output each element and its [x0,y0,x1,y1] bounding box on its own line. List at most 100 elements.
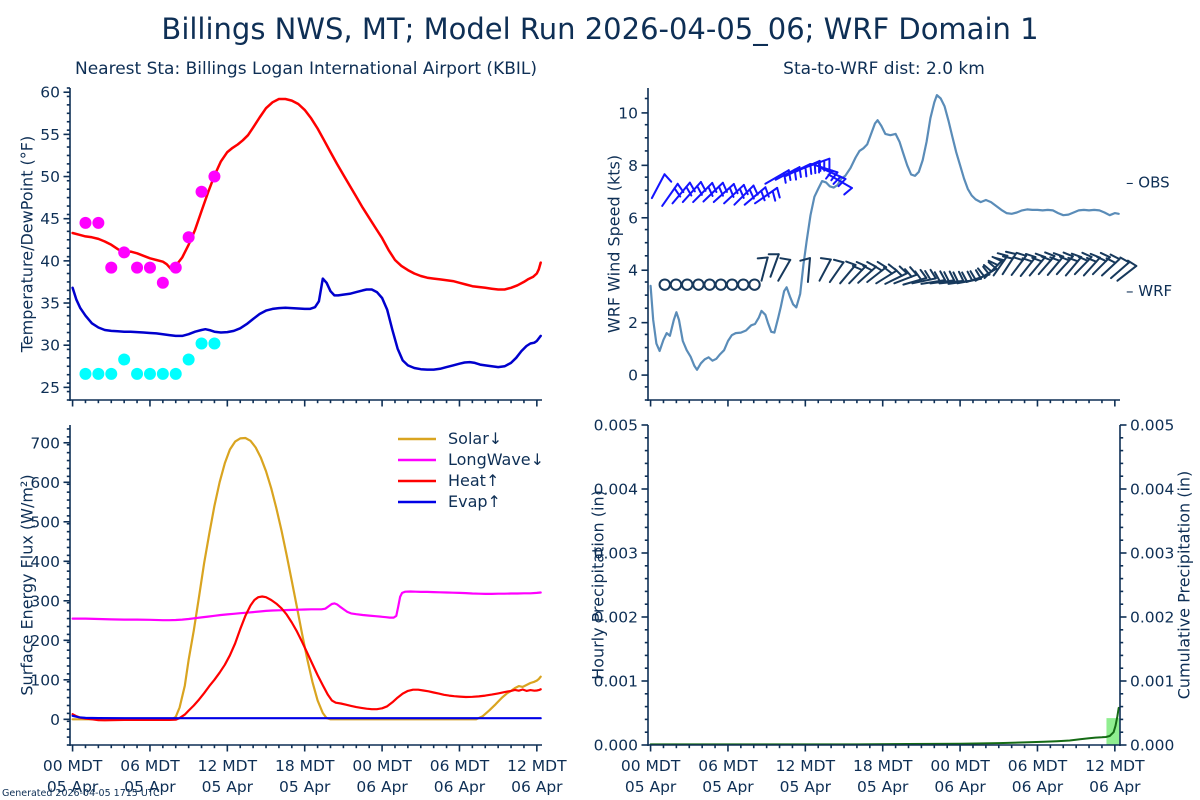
evap-flux-legend-label: Evap↑ [448,492,501,511]
obs-dewpoint-dot [143,367,156,380]
wrf-wind-barbs-feather [1021,257,1034,263]
wrf-wind-barbs-feather [898,265,908,275]
hourly-precip-y-axis-label: Hourly Precipitation (in) [588,490,608,680]
wrf-wind-barbs-staff [857,265,878,284]
wrf-wind-barbs-feather [957,270,965,282]
wrf-wind-barbs-staff [983,260,1003,280]
y-tick-label-right: 0.000 [1130,737,1174,755]
obs-dewpoint-dot [79,367,92,380]
wrf-wind-barbs-feather [1077,255,1089,262]
wrf-wind-barbs-feather [929,268,937,280]
obs-temperature-dot [156,276,169,289]
wrf-wind-barbs-staff [1064,256,1083,277]
x-tick-label: 06 MDT 05 Apr [120,757,180,796]
page-title: Billings NWS, MT; Model Run 2026-04-05_0… [161,12,1039,46]
wrf-wind-barbs-feather [862,264,873,272]
x-tick-label: 12 MDT 06 Apr [1085,757,1145,796]
y-tick-label: 400 [30,553,60,571]
y-tick-label: 0.001 [594,673,638,691]
wrf-wind-barbs-feather [961,271,968,283]
wrf-wind-barbs-staff [929,279,956,285]
wrf-wind-barbs-staff [875,269,898,285]
wrf-dewpoint-line [71,277,542,371]
wrf-wind-barbs-staff [893,273,918,285]
obs-wind-barbs-feather [843,187,853,196]
obs-wind-barbs-staff [650,173,666,200]
x-tick-label: 12 MDT 05 Apr [776,757,836,796]
wrf-wind-barbs-feather [948,270,956,282]
temp-panel-title: Nearest Sta: Billings Logan Internationa… [75,59,537,79]
x-tick-label: 18 MDT 05 Apr [853,757,913,796]
wrf-wind-barbs-feather [914,270,923,281]
obs-dewpoint-dot [156,367,169,380]
y-tick-label: 0.005 [594,417,638,435]
y-tick-label-right: 0.003 [1130,545,1174,563]
wrf-wind-barbs-staff [806,257,812,284]
x-tick-label: 06 MDT 06 Apr [1008,757,1068,796]
wrf-wind-barbs-feather [1105,257,1117,264]
wrf-wind-barbs-feather [1095,255,1107,263]
wrf-wind-barbs-feather [832,258,845,264]
wrf-wind-barbs-feather [1085,256,1098,263]
wrf-wind-barbs-feather [1004,250,1017,256]
y-tick-label: 100 [30,671,60,689]
wrf-wind-barbs-staff [848,265,867,285]
wrf-wind-barbs-calm-circle [725,278,739,291]
obs-wind-barbs-feather [760,189,766,202]
obs-dewpoint-dot [208,337,221,350]
wrf-wind-barbs-feather [939,270,947,282]
obs-wind-barbs-staff [661,182,679,207]
y-tick-label-right: 0.004 [1130,481,1174,499]
wrf-wind-barbs-staff [902,277,928,286]
y-tick-label: 0.000 [594,737,638,755]
wrf-wind-barbs-staff [769,253,780,278]
obs-temperature-dot [143,261,156,274]
y-tick-label: 200 [30,632,60,650]
wrf-wind-barbs-staff [777,258,792,282]
evap-flux-line [71,714,542,720]
y-tick-label: 600 [30,474,60,492]
y-tick-label: 0.002 [594,609,638,627]
longwave-flux-legend-label: LongWave↓ [448,450,544,469]
wrf-wind-barbs-feather [919,268,928,280]
wrf-wind-barbs-feather [1062,251,1074,258]
wrf-wind-barbs-feather [924,270,932,281]
wrf-wind-barbs-calm-circle [681,278,694,291]
y-tick-label: 10 [618,104,638,122]
y-tick-label: 50 [40,168,60,186]
y-tick-label: 500 [30,513,60,531]
y-tick-label: 30 [40,337,60,355]
y-tick-label-right: 0.002 [1130,609,1174,627]
obs-temperature-dot [79,216,92,229]
wrf-wind-barbs-feather [987,259,999,267]
obs-dewpoint-dot [169,367,182,380]
wrf-wind-speed-line [649,93,1120,371]
x-tick-label: 00 MDT 05 Apr [43,757,103,796]
obs-wind-barbs-staff [733,184,755,206]
wrf-wind-barbs-feather [1099,251,1111,259]
x-tick-label: 12 MDT 06 Apr [507,757,567,796]
wrf-wind-barbs-calm-circle [737,278,750,291]
wrf-wind-barbs-feather [1049,256,1061,262]
wrf-wind-barbs-feather [966,270,974,282]
energy-y-axis-label: Surface Energy Flux (W/m²) [17,474,37,696]
obs-temperature-dot [118,246,131,259]
heat-flux-line [71,595,542,722]
wrf-wind-barbs-staff [866,266,888,284]
wrf-wind-barbs-feather [799,257,812,262]
wrf-wind-barbs-staff [839,263,857,285]
obs-temperature-dot [131,261,144,274]
y-tick-label-right: 0.005 [1130,417,1174,435]
y-tick-label: 60 [40,84,60,102]
wrf-wind-barbs-feather [996,252,1009,257]
wind-panel-title: Sta-to-WRF dist: 2.0 km [783,59,985,79]
wrf-wind-barbs-calm-circle [658,278,671,291]
y-tick-label: 45 [40,210,60,228]
obs-dewpoint-dot [105,367,118,380]
wrf-wind-barbs-staff [1100,258,1121,277]
solar-flux-legend-label: Solar↓ [448,429,502,448]
wrf-wind-barbs-staff [884,272,908,285]
wrf-wind-barbs-feather [779,257,792,261]
obs-wind-barbs-feather [776,186,781,199]
wrf-wind-barbs-calm-circle [669,278,683,291]
